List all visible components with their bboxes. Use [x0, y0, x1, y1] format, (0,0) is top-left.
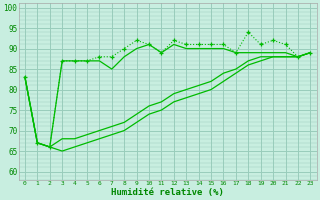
X-axis label: Humidité relative (%): Humidité relative (%) — [111, 188, 224, 197]
